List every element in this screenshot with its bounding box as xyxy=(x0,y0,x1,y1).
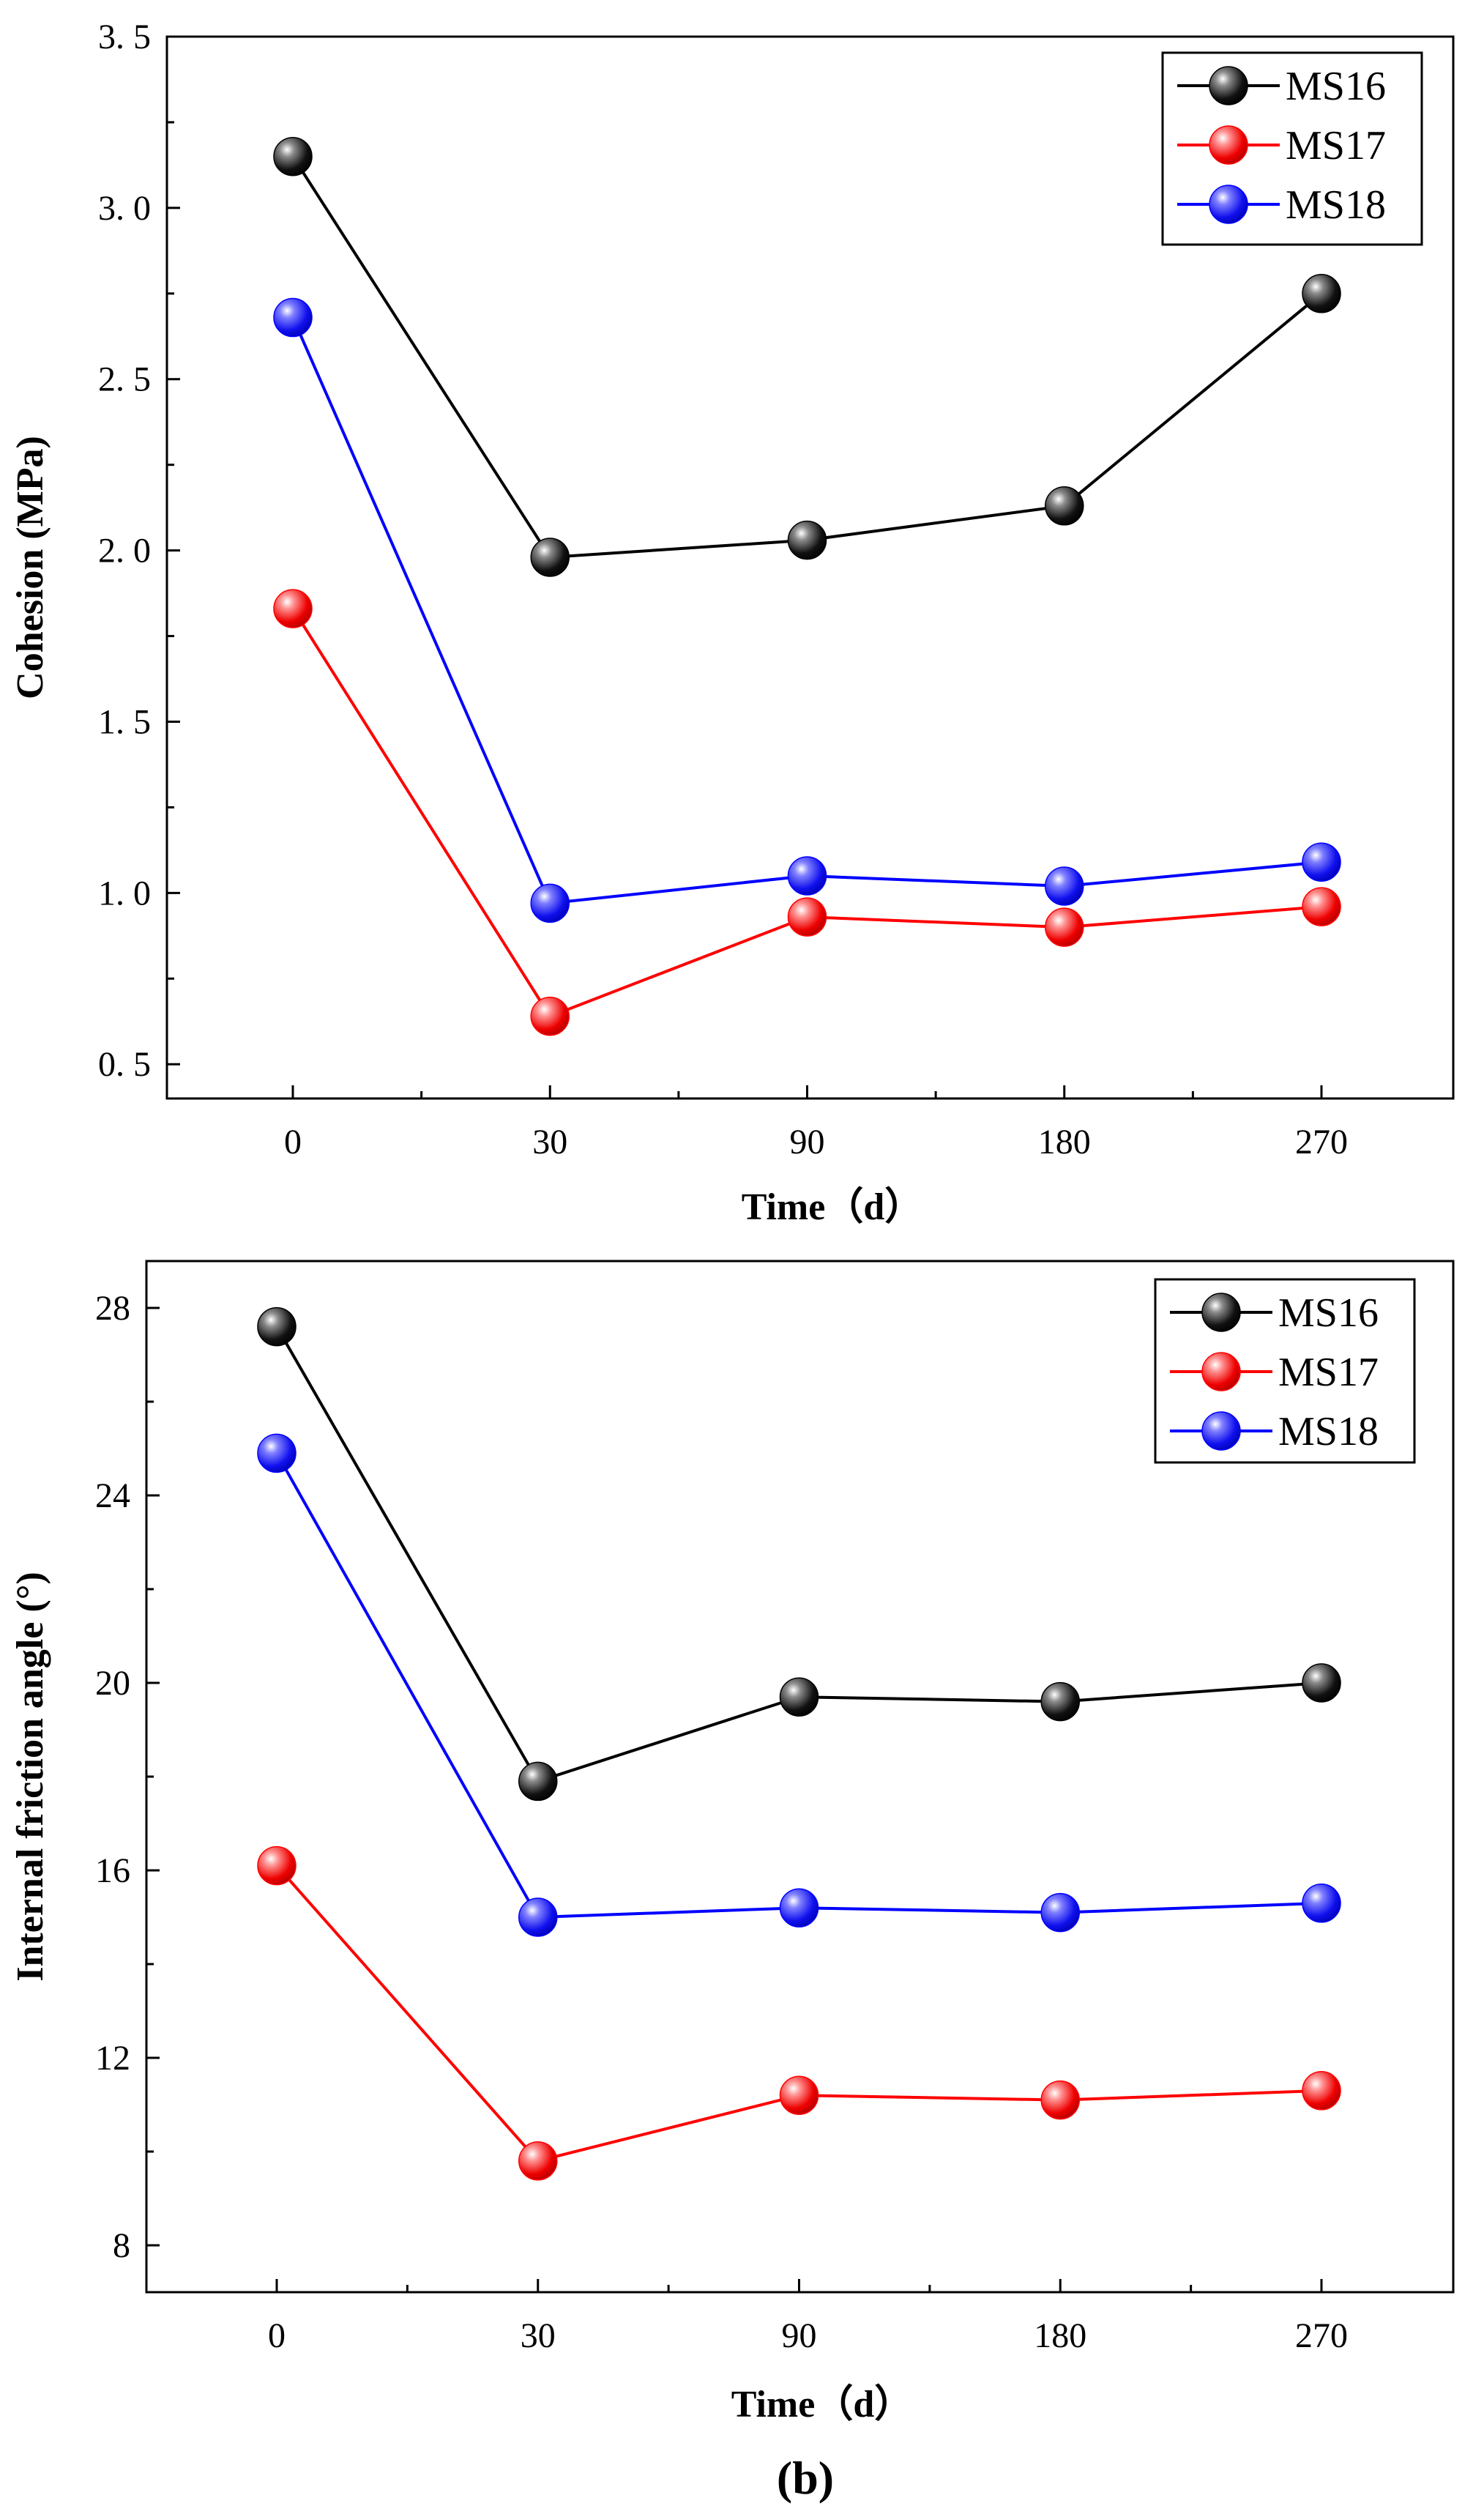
data-point-ms17 xyxy=(779,2075,819,2115)
y-tick-label: 12 xyxy=(95,2039,130,2078)
data-point-ms16 xyxy=(1302,274,1341,313)
legend-label: MS17 xyxy=(1278,1350,1379,1395)
x-tick-label: 90 xyxy=(782,2316,817,2355)
y-tick-label: 3. 5 xyxy=(98,18,151,56)
panel-label: (b) xyxy=(777,2452,834,2504)
data-point-ms16 xyxy=(787,520,827,560)
y-tick-label: 0. 5 xyxy=(98,1045,151,1084)
y-tick-label: 8 xyxy=(113,2226,130,2265)
x-tick-label: 30 xyxy=(521,2316,556,2355)
data-point-ms18 xyxy=(1040,1892,1080,1933)
x-tick-label: 0 xyxy=(268,2316,286,2355)
data-point-ms17 xyxy=(1040,2080,1080,2120)
y-tick-label: 2. 5 xyxy=(98,360,151,399)
data-point-ms18 xyxy=(273,297,313,338)
y-tick-label: 28 xyxy=(95,1289,130,1328)
legend-marker xyxy=(1201,1352,1241,1391)
series-line-ms18 xyxy=(291,316,1322,905)
data-point-ms17 xyxy=(1302,887,1341,926)
data-point-ms18 xyxy=(779,1888,819,1927)
y-tick-label: 24 xyxy=(95,1476,130,1515)
data-point-ms18 xyxy=(530,883,570,923)
y-tick-label: 3. 0 xyxy=(98,189,151,228)
legend-marker xyxy=(1209,185,1248,224)
data-point-ms16 xyxy=(1040,1681,1080,1722)
x-tick-label: 180 xyxy=(1034,2316,1086,2355)
data-point-ms16 xyxy=(1045,486,1084,526)
legend-label: MS17 xyxy=(1286,123,1386,168)
data-point-ms16 xyxy=(518,1761,558,1802)
legend-marker xyxy=(1209,125,1248,165)
cohesion-chart: 0. 5 1. 0 1. 5 2. 0 2. 5 3. 0 3. 5 0 30 90 180 270 T… xyxy=(10,18,1455,1228)
x-tick-label: 0 xyxy=(284,1123,302,1161)
x-tick-label: 90 xyxy=(790,1123,825,1161)
data-point-ms18 xyxy=(1302,1884,1341,1923)
legend-label: MS18 xyxy=(1286,182,1386,228)
y-tick-label: 2. 0 xyxy=(98,532,151,570)
legend-marker xyxy=(1209,66,1248,105)
y-axis-title: Internal friction angle (°) xyxy=(10,1572,51,1981)
data-point-ms18 xyxy=(1045,866,1084,906)
data-point-ms17 xyxy=(257,1845,297,1886)
data-point-ms17 xyxy=(273,589,313,628)
y-tick-label: 16 xyxy=(95,1851,130,1890)
y-tick-label: 1. 0 xyxy=(98,874,151,912)
plot-frame xyxy=(165,35,1455,1100)
data-point-ms17 xyxy=(1045,907,1084,947)
data-point-ms16 xyxy=(257,1306,297,1347)
x-tick-label: 30 xyxy=(532,1123,567,1161)
x-axis-title: Time（d） xyxy=(731,2383,913,2425)
legend-marker xyxy=(1201,1293,1241,1332)
x-tick-label: 270 xyxy=(1295,1123,1348,1161)
data-point-ms18 xyxy=(518,1897,558,1937)
data-point-ms16 xyxy=(1302,1663,1341,1703)
legend-label: MS18 xyxy=(1278,1409,1379,1454)
data-point-ms17 xyxy=(787,897,827,937)
friction-angle-chart: 8 12 16 20 24 28 0 30 90 180 270 Time（d） Internal fr… xyxy=(10,1260,1455,2425)
y-axis-title: Cohesion (MPa) xyxy=(10,436,51,699)
x-tick-label: 180 xyxy=(1038,1123,1091,1161)
x-tick-label: 270 xyxy=(1295,2316,1348,2355)
legend-marker xyxy=(1201,1411,1241,1451)
y-tick-label: 1. 5 xyxy=(98,702,151,741)
legend-label: MS16 xyxy=(1278,1290,1379,1336)
data-point-ms16 xyxy=(530,538,570,577)
data-point-ms16 xyxy=(273,136,313,176)
legend-label: MS16 xyxy=(1286,64,1386,109)
data-point-ms17 xyxy=(518,2141,558,2181)
data-point-ms18 xyxy=(787,856,827,896)
data-point-ms18 xyxy=(257,1433,297,1473)
data-point-ms17 xyxy=(1302,2071,1341,2111)
data-point-ms18 xyxy=(1302,842,1341,882)
y-tick-label: 20 xyxy=(95,1664,130,1703)
data-point-ms16 xyxy=(779,1677,819,1717)
x-axis-title: Time（d） xyxy=(742,1186,923,1228)
data-point-ms17 xyxy=(530,996,570,1036)
